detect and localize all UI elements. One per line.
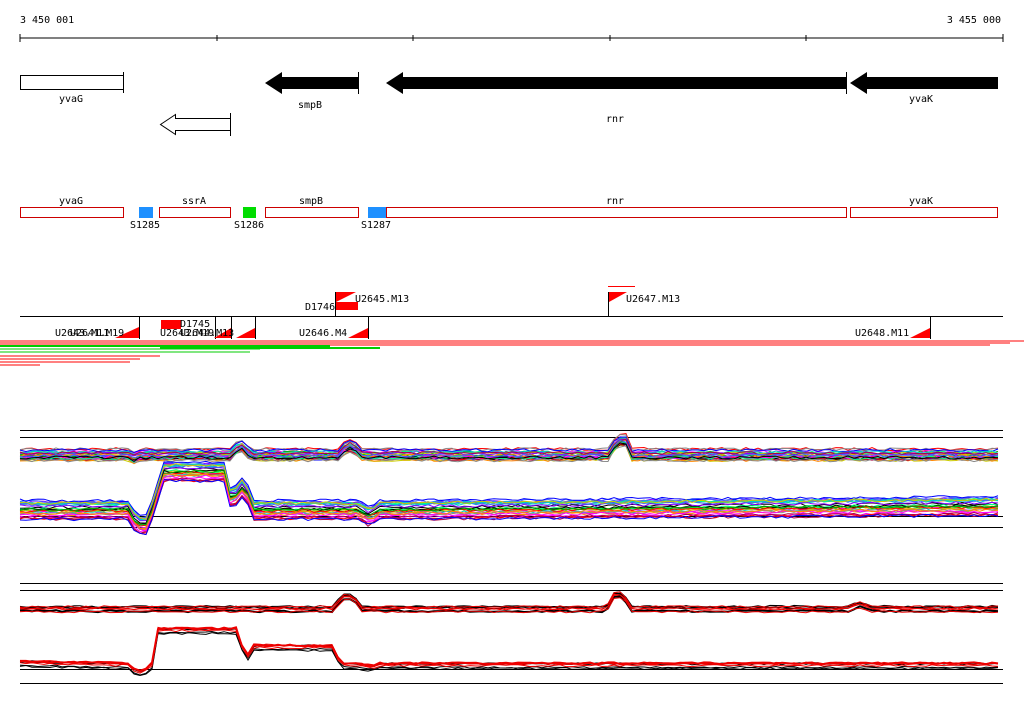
profile-line <box>19 460 999 516</box>
gene-yvaK-label: yvaK <box>909 94 933 105</box>
blackred-profiles <box>19 591 999 677</box>
coordinate-ruler: 3 450 001 3 455 000 <box>19 15 1004 42</box>
profile-line <box>19 477 999 534</box>
feature-D1745-label: D1745 <box>180 319 210 330</box>
segment-S1285-label: S1285 <box>130 220 160 231</box>
feature-U2641-label: U2641.M19 <box>70 328 124 339</box>
segment-S1287-label: S1287 <box>361 220 391 231</box>
profile-line <box>19 594 999 611</box>
feature-flag-U2644[interactable] <box>236 328 255 338</box>
profile-line <box>19 442 999 463</box>
profile-line <box>19 632 999 677</box>
feature-flag-U2643[interactable] <box>214 328 231 338</box>
feature-D1746[interactable] <box>336 302 358 310</box>
feature-flag-U2647[interactable] <box>609 292 627 302</box>
expression-panel-blackred <box>19 583 1003 684</box>
feature-flag-U2648[interactable] <box>910 328 930 338</box>
profile-line <box>19 626 999 673</box>
read-lines <box>0 340 1024 366</box>
region-smpB-label: smpB <box>299 196 323 207</box>
feature-U2643b-label: U2643.M19 <box>160 328 214 339</box>
profile-line <box>19 627 999 672</box>
coord-end-label: 3 455 000 <box>947 15 1001 26</box>
feature-flag-U2641[interactable] <box>115 327 139 338</box>
gene-rnr[interactable] <box>386 72 846 94</box>
feature-U2648-label: U2648.M11 <box>855 328 909 339</box>
segment-S1286-label: S1286 <box>234 220 264 231</box>
coord-start-label: 3 450 001 <box>20 15 74 26</box>
region-smpB[interactable] <box>265 207 359 218</box>
gene-yvaG[interactable] <box>20 75 124 90</box>
region-rnr[interactable] <box>386 207 847 218</box>
profile-line <box>19 469 999 526</box>
gene-unnamed-arrow[interactable] <box>159 113 231 136</box>
region-yvaG[interactable] <box>20 207 124 218</box>
feature-U2647-label: U2647.M13 <box>626 294 680 305</box>
feature-flag-U2645[interactable] <box>336 292 356 302</box>
gene-rnr-label: rnr <box>606 114 624 125</box>
gene-yvaG-label: yvaG <box>59 94 83 105</box>
multicolor-profiles <box>19 432 999 536</box>
feature-U2644-label: U2644.M13 <box>180 328 234 339</box>
region-ssrA[interactable] <box>159 207 231 218</box>
profile-line <box>19 463 999 521</box>
feature-track: U2645.M13 D1746 U2647.M13 U2643.M11 U264… <box>20 286 1003 339</box>
region-yvaK-label: yvaK <box>909 196 933 207</box>
profile-line <box>19 591 998 609</box>
profile-line <box>19 597 999 614</box>
gene-yvaK[interactable] <box>850 72 998 94</box>
gene-smpB[interactable] <box>265 72 358 94</box>
profile-line <box>19 439 999 459</box>
profile-line <box>19 436 999 453</box>
gene-track: yvaG smpB rnr yvaK <box>20 72 998 136</box>
profile-line <box>19 445 999 464</box>
feature-U2643-label: U2643.M11 <box>55 328 109 339</box>
profile-line <box>19 593 999 611</box>
profile-line <box>19 629 999 674</box>
segment-S1286[interactable] <box>243 207 256 218</box>
region-yvaK[interactable] <box>850 207 998 218</box>
feature-D1746-label: D1746 <box>305 302 335 313</box>
feature-flag-U2646[interactable] <box>348 328 368 338</box>
feature-D1745[interactable] <box>161 320 181 329</box>
feature-U2645-label: U2645.M13 <box>355 294 409 305</box>
profile-line <box>19 463 999 521</box>
expression-panel-multicolor <box>19 430 1003 536</box>
region-ssrA-label: ssrA <box>182 196 206 207</box>
segment-S1287[interactable] <box>368 207 386 218</box>
region-track: yvaG ssrA smpB rnr yvaK S1285 S1286 S128… <box>20 196 998 231</box>
feature-U2646-label: U2646.M4 <box>299 328 347 339</box>
profile-line <box>19 479 999 536</box>
profile-line <box>19 444 999 465</box>
segment-S1285[interactable] <box>139 207 153 218</box>
profile-line <box>19 438 999 455</box>
profile-line <box>19 466 999 522</box>
profile-line <box>19 473 999 530</box>
region-rnr-label: rnr <box>606 196 624 207</box>
region-yvaG-label: yvaG <box>59 196 83 207</box>
gene-smpB-label: smpB <box>298 100 322 111</box>
